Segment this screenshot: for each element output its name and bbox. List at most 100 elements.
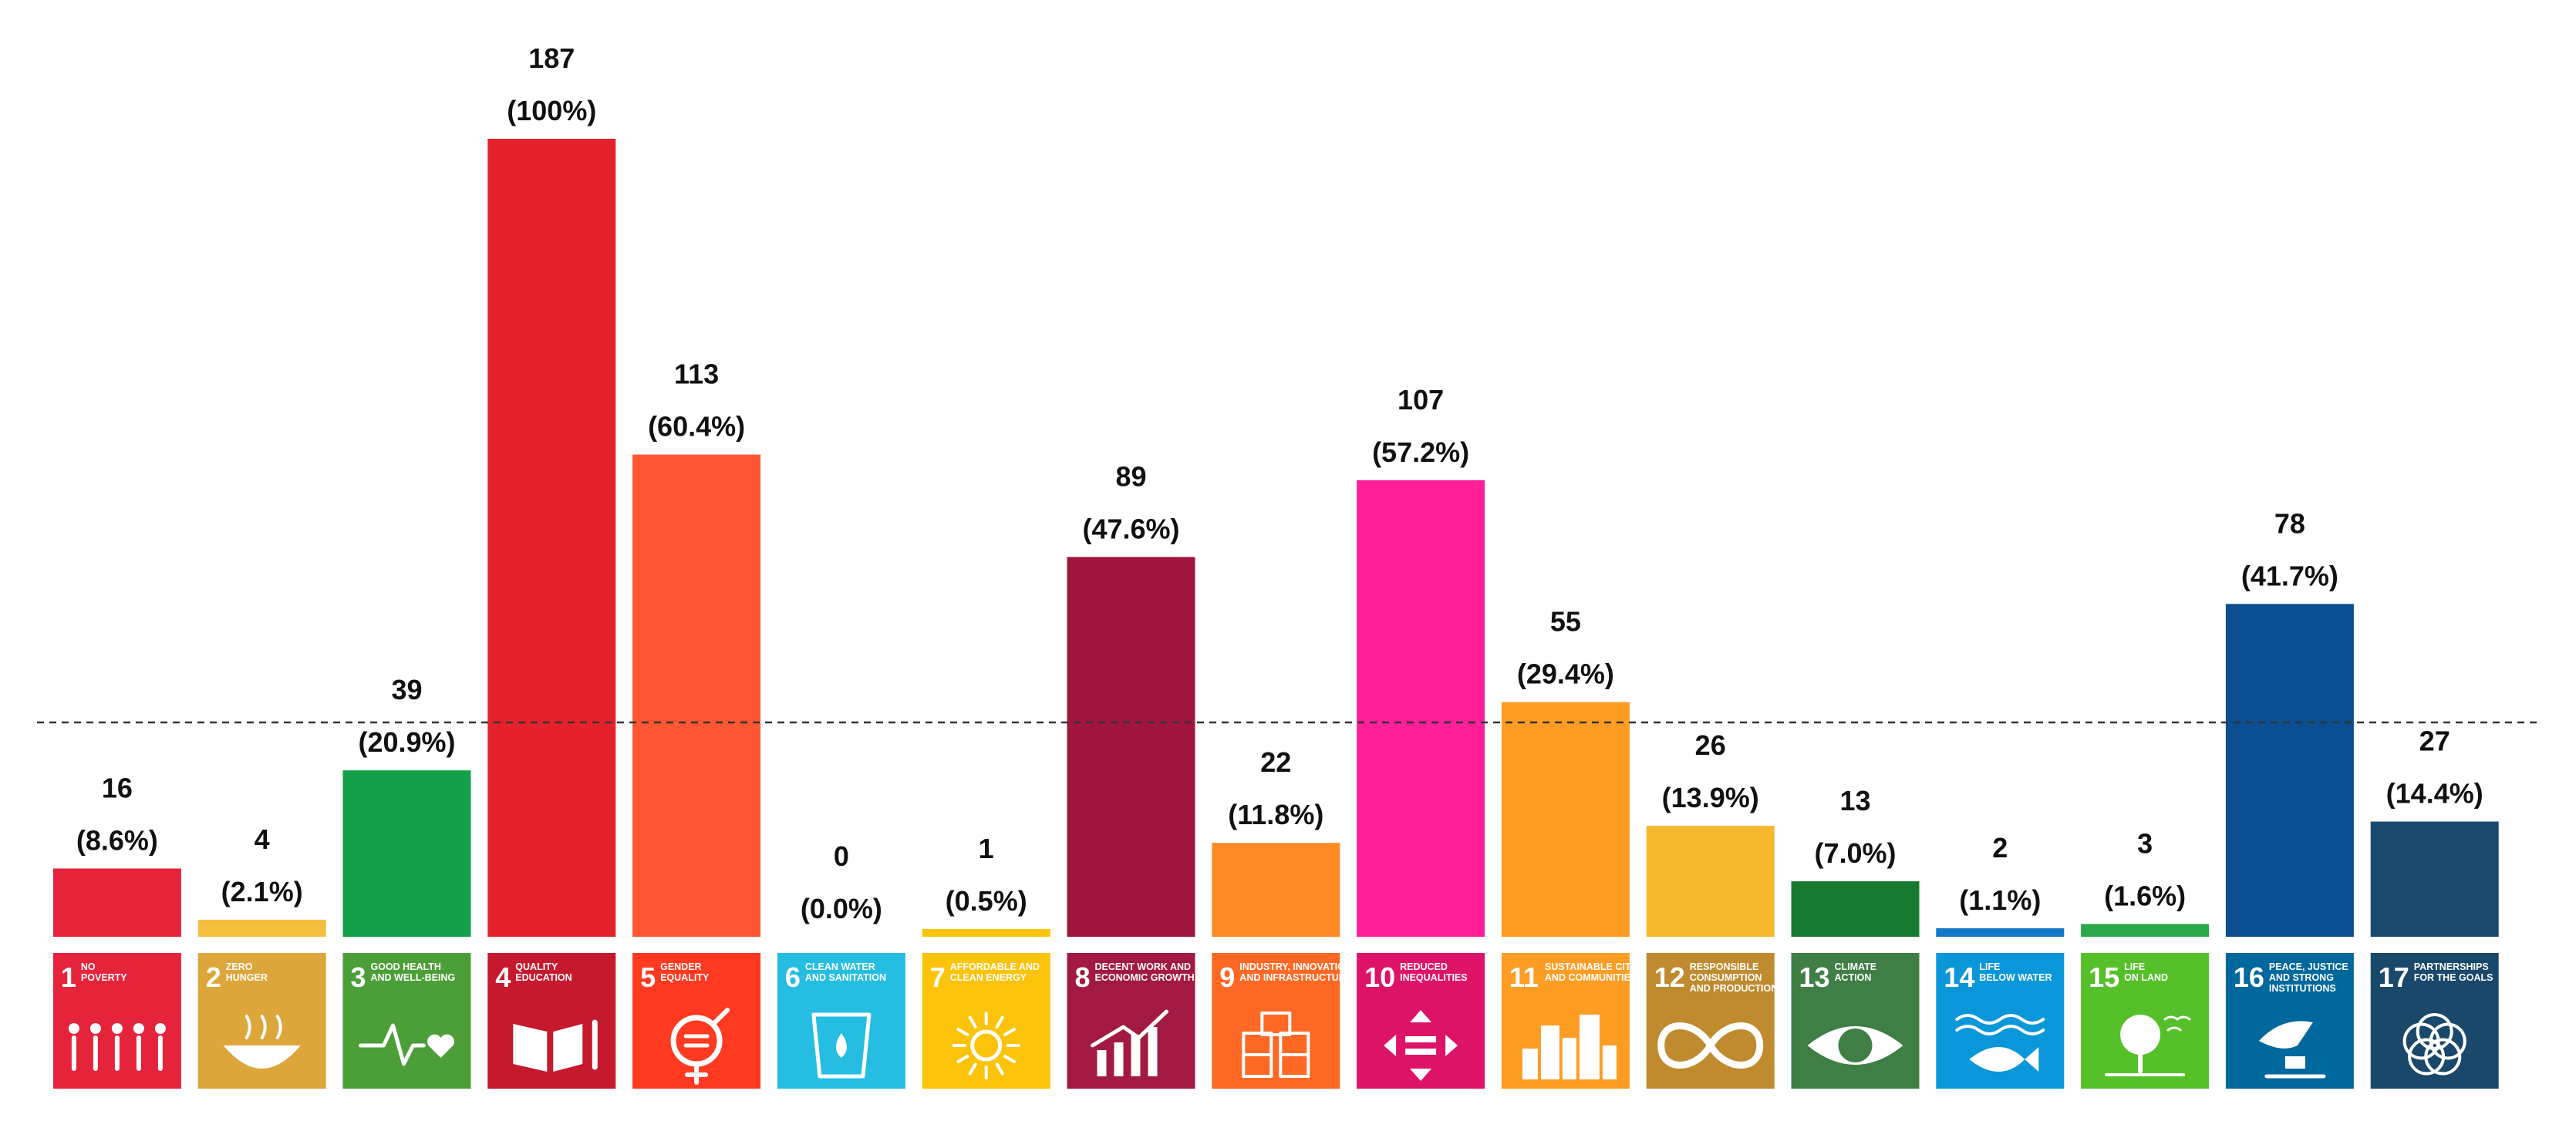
bar-sdg-12 (1646, 826, 1775, 937)
sdg-tile-background (342, 953, 471, 1089)
count-label-sdg-7: 1 (979, 833, 994, 864)
family-icon (68, 1023, 166, 1071)
sdg-tile-caption-line: AND PRODUCTION (1690, 983, 1779, 994)
count-label-sdg-13: 13 (1839, 785, 1870, 816)
sdg-tile-number: 16 (2234, 961, 2264, 993)
bar-sdg-5 (632, 454, 761, 937)
count-label-sdg-8: 89 (1115, 460, 1146, 492)
pct-label-sdg-12: (13.9%) (1662, 782, 1759, 813)
sdg-tile-number: 13 (1799, 961, 1830, 993)
pct-label-sdg-7: (0.5%) (946, 885, 1027, 917)
bar-sdg-10 (1357, 480, 1485, 937)
count-label-sdg-15: 3 (2137, 827, 2153, 859)
bar-sdg-3 (342, 770, 471, 937)
sdg-tile-caption-line: BELOW WATER (1979, 972, 2052, 983)
sdg-tile-caption-line: CLIMATE (1835, 961, 1877, 972)
count-label-sdg-17: 27 (2419, 726, 2450, 757)
sdg-tile-caption-line: NO (81, 961, 96, 972)
sdg-tile-caption-line: AND STRONG (2269, 972, 2334, 983)
bar-sdg-16 (2225, 604, 2354, 937)
sdg-tile-caption-line: POVERTY (81, 972, 127, 983)
sdg-tile-number: 5 (640, 961, 656, 993)
sdg-tile-caption-line: HUNGER (226, 972, 268, 983)
count-label-sdg-1: 16 (102, 772, 133, 803)
sdg-tile-caption-line: ECONOMIC GROWTH (1095, 972, 1195, 983)
sdg-tile-caption-line: GOOD HEALTH (371, 961, 441, 972)
count-label-sdg-2: 4 (255, 823, 270, 855)
sdg-tile-caption-line: EQUALITY (660, 972, 710, 983)
bar-sdg-11 (1501, 702, 1630, 937)
sdg-tile-background (1212, 953, 1340, 1089)
count-label-sdg-12: 26 (1695, 729, 1726, 761)
count-label-sdg-14: 2 (1992, 832, 2008, 864)
gender-equality-icon (670, 1008, 730, 1085)
sdg-tile-caption-line: INDUSTRY, INNOVATION (1239, 961, 1352, 972)
sdg-tile-background (2370, 953, 2499, 1089)
pct-label-sdg-6: (0.0%) (801, 893, 882, 924)
pct-label-sdg-16: (41.7%) (2241, 560, 2338, 591)
sdg-tile-caption-line: CLEAN ENERGY (950, 972, 1027, 983)
pct-label-sdg-5: (60.4%) (648, 411, 745, 443)
pct-label-sdg-4: (100%) (507, 95, 596, 126)
heartbeat-icon (359, 1023, 454, 1066)
pct-label-sdg-3: (20.9%) (358, 726, 455, 758)
sdg-tile-caption-line: AND COMMUNITIES (1545, 972, 1637, 983)
sdg-tile-caption-line: FOR THE GOALS (2414, 972, 2493, 983)
infinity-icon (1657, 1022, 1764, 1069)
sun-power-icon (952, 1012, 1020, 1079)
sdg-tile-caption-line: GENDER (660, 961, 701, 972)
bar-sdg-14 (1936, 928, 2065, 937)
count-label-sdg-6: 0 (834, 840, 849, 872)
sdg-tile-caption-line: CONSUMPTION (1690, 972, 1762, 983)
tree-icon (2105, 1015, 2191, 1076)
eye-globe-icon (1807, 1026, 1903, 1065)
sdg-tile-number: 11 (1509, 961, 1539, 993)
sdg-tile-number: 9 (1219, 961, 1235, 993)
sdg-tile-number: 17 (2379, 961, 2409, 993)
sdg-tile-caption-line: INEQUALITIES (1400, 972, 1468, 983)
sdg-tile-number: 6 (785, 961, 801, 993)
bar-sdg-1 (52, 868, 181, 937)
count-label-sdg-4: 187 (528, 42, 575, 74)
count-label-sdg-9: 22 (1260, 746, 1291, 778)
pct-label-sdg-17: (14.4%) (2386, 778, 2483, 810)
bar-sdg-2 (197, 919, 326, 937)
sdg-tile-number: 3 (351, 961, 366, 993)
sdg-tile-caption-line: AFFORDABLE AND (950, 961, 1040, 972)
pct-label-sdg-14: (1.1%) (1959, 884, 2041, 916)
sdg-tile-caption-line: ON LAND (2124, 972, 2168, 983)
sdg-tile-caption-line: AND SANITATION (805, 972, 886, 983)
sdg-tile-number: 7 (930, 961, 946, 993)
count-label-sdg-10: 107 (1398, 384, 1444, 416)
bar-sdg-4 (487, 139, 616, 937)
equality-arrows-icon (1384, 1010, 1458, 1081)
pct-label-sdg-15: (1.6%) (2104, 880, 2186, 911)
sdg-tile-number: 12 (1654, 961, 1685, 993)
pct-label-sdg-2: (2.1%) (221, 876, 303, 907)
fish-icon (1955, 1014, 2045, 1072)
sdg-tile-caption-line: ZERO (226, 961, 253, 972)
sdg-tile-number: 1 (61, 961, 76, 993)
book-pencil-icon (513, 1019, 598, 1072)
sdg-tile-caption-line: LIFE (2124, 961, 2145, 972)
count-label-sdg-3: 39 (391, 674, 422, 705)
value-labels-layer: (8.6%) 16 (2.1%) 4 (20.9%) 39 (100%) 187 (60.4%)… (76, 42, 2483, 924)
count-label-sdg-11: 55 (1550, 606, 1581, 638)
pct-label-sdg-8: (47.6%) (1082, 513, 1179, 544)
growth-chart-icon (1091, 1009, 1168, 1076)
